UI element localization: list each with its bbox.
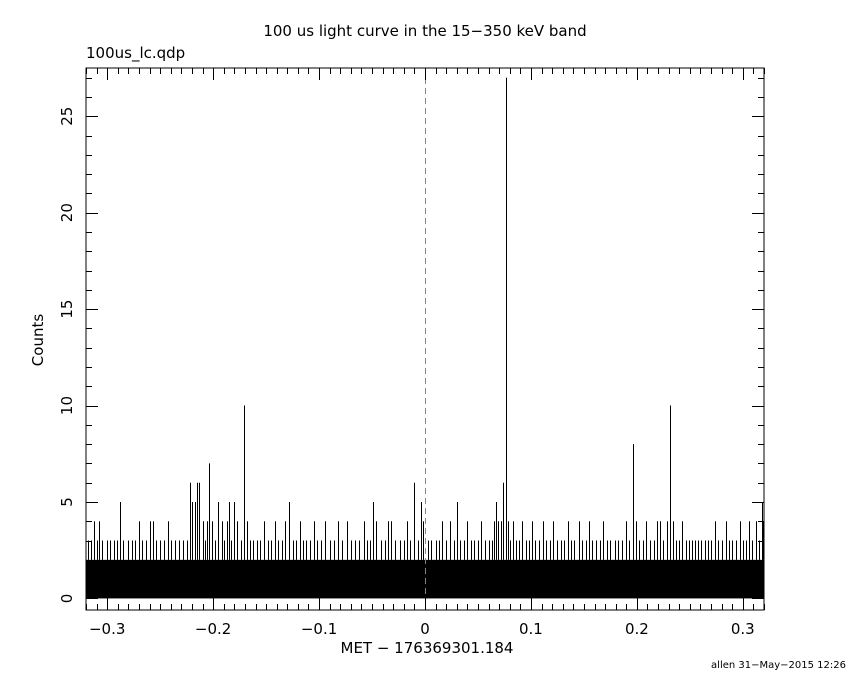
axis-ticks <box>86 68 765 610</box>
y-tick-label: 20 <box>58 203 76 222</box>
y-tick-label: 5 <box>58 497 76 507</box>
plot-frame <box>85 67 765 611</box>
plot-filename: 100us_lc.qdp <box>86 44 186 62</box>
chart-title: 100 us light curve in the 15−350 keV ban… <box>263 22 587 40</box>
y-tick-label: 10 <box>58 396 76 415</box>
y-tick-label: 15 <box>58 300 76 319</box>
tick-labels: −0.3 −0.2 −0.1 0 0.1 0.2 0.3 0 5 10 15 20 25 <box>58 107 755 638</box>
x-tick-label: 0.2 <box>625 620 649 638</box>
x-tick-label: 0.1 <box>519 620 543 638</box>
footer-credit: allen 31−May−2015 12:26 <box>711 660 846 671</box>
x-tick-label: −0.2 <box>195 620 231 638</box>
y-tick-label: 0 <box>58 594 76 604</box>
x-tick-label: −0.1 <box>301 620 337 638</box>
plot-content <box>86 68 764 610</box>
y-tick-label: 25 <box>58 107 76 126</box>
x-tick-label: 0.3 <box>731 620 755 638</box>
x-axis-label: MET − 176369301.184 <box>340 639 514 657</box>
x-tick-label: 0 <box>420 620 430 638</box>
x-tick-label: −0.3 <box>89 620 125 638</box>
y-axis-label: Counts <box>29 313 47 367</box>
